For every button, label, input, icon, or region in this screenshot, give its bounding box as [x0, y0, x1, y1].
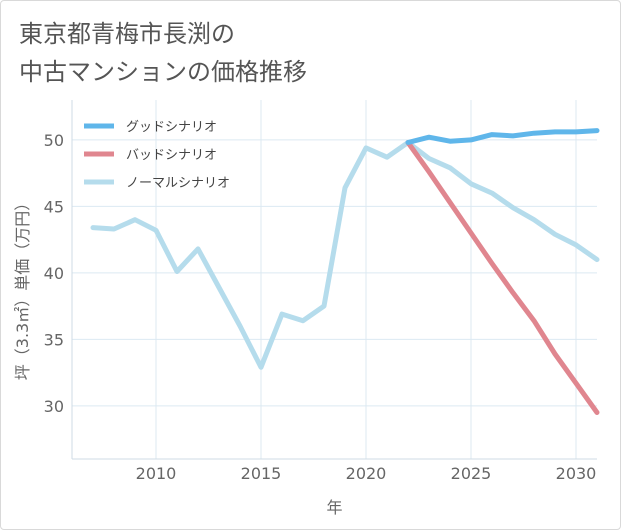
- y-axis-label: 坪（3.3㎡）単価（万円）: [13, 195, 32, 380]
- y-tick-label: 40: [44, 264, 64, 283]
- y-tick-label: 30: [44, 397, 64, 416]
- legend-label: バッドシナリオ: [126, 148, 217, 163]
- x-tick-label: 2030: [556, 464, 597, 483]
- chart-title: 東京都青梅市長渕の 中古マンションの価格推移: [19, 15, 307, 91]
- series-line-normal: [90, 140, 600, 370]
- x-tick-label: 2025: [451, 464, 492, 483]
- title-line-1: 東京都青梅市長渕の: [19, 20, 235, 48]
- y-axis-ticks: 30 35 40 45 50: [44, 131, 64, 416]
- y-tick-label: 50: [44, 131, 64, 150]
- x-tick-label: 2020: [346, 464, 387, 483]
- title-line-2: 中古マンションの価格推移: [19, 58, 307, 86]
- x-tick-label: 2010: [136, 464, 177, 483]
- y-tick-label: 45: [44, 197, 64, 216]
- grid-lines: [72, 100, 597, 459]
- y-tick-label: 35: [44, 330, 64, 349]
- series-lines: [90, 128, 600, 415]
- x-tick-label: 2015: [241, 464, 282, 483]
- x-axis-ticks: 2010 2015 2020 2025 2030: [136, 464, 597, 483]
- series-line-good: [405, 128, 600, 145]
- x-axis-label: 年: [326, 498, 342, 517]
- legend-label: グッドシナリオ: [126, 120, 217, 135]
- plot-frame: [71, 100, 597, 460]
- legend-label: ノーマルシナリオ: [126, 176, 230, 191]
- series-line-bad: [405, 140, 600, 415]
